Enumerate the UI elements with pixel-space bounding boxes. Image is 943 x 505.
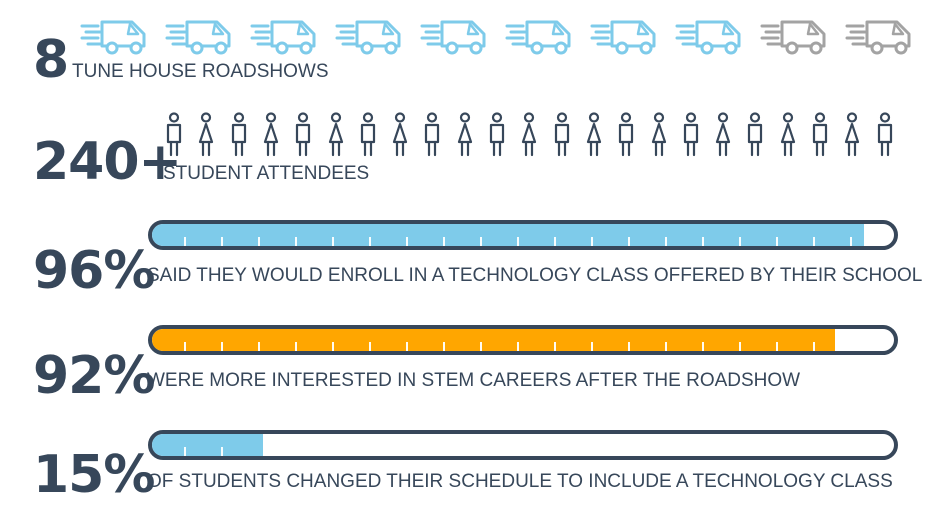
stat-caption: SAID THEY WOULD ENROLL IN A TECHNOLOGY C… — [147, 265, 923, 286]
progress-fill — [152, 224, 865, 246]
bar-tick — [591, 237, 593, 246]
person-icon — [389, 112, 411, 158]
bar-tick — [480, 342, 482, 351]
bar-tick — [295, 342, 297, 351]
stat-number: 15% — [33, 445, 155, 505]
bar-tick — [184, 342, 186, 351]
bar-tick — [406, 342, 408, 351]
bar-tick — [369, 342, 371, 351]
bar-tick — [665, 237, 667, 246]
bar-tick — [554, 237, 556, 246]
van-icon — [590, 16, 662, 56]
person-icon — [615, 112, 637, 158]
bar-tick — [443, 237, 445, 246]
person-icon — [357, 112, 379, 158]
person-icon — [648, 112, 670, 158]
roadshows-caption: TUNE HOUSE ROADSHOWS — [72, 61, 329, 82]
person-icon — [777, 112, 799, 158]
progress-bar — [148, 220, 898, 250]
person-icon — [680, 112, 702, 158]
roadshows-number: 8 — [33, 30, 69, 90]
person-icon — [486, 112, 508, 158]
van-icon — [675, 16, 747, 56]
bar-tick — [221, 447, 223, 456]
van-icon — [335, 16, 407, 56]
person-icon — [744, 112, 766, 158]
bar-tick — [184, 447, 186, 456]
person-icon — [260, 112, 282, 158]
bar-tick — [480, 237, 482, 246]
attendees-row: 240+ STUDENT ATTENDEES — [0, 100, 943, 190]
person-icon — [163, 112, 185, 158]
bar-tick — [406, 237, 408, 246]
bar-tick — [221, 237, 223, 246]
bar-tick — [850, 237, 852, 246]
van-icon — [760, 16, 832, 56]
bar-tick — [591, 342, 593, 351]
bar-tick — [702, 237, 704, 246]
bar-tick — [628, 342, 630, 351]
bar-tick — [443, 342, 445, 351]
roadshows-row: 8 TUNE HOUSE ROADSHOWS — [0, 0, 943, 90]
person-icon — [841, 112, 863, 158]
bar-tick — [554, 342, 556, 351]
progress-bar — [148, 430, 898, 460]
van-icon — [80, 16, 152, 56]
bar-tick — [221, 342, 223, 351]
bar-tick — [813, 237, 815, 246]
person-icon — [518, 112, 540, 158]
bar-tick — [776, 237, 778, 246]
bar-tick — [776, 342, 778, 351]
van-icon — [420, 16, 492, 56]
bar-tick — [258, 342, 260, 351]
bar-tick — [813, 342, 815, 351]
stat-row-schedule: 15% OF STUDENTS CHANGED THEIR SCHEDULE T… — [0, 425, 943, 505]
person-icon — [195, 112, 217, 158]
person-icon — [454, 112, 476, 158]
bar-tick — [739, 342, 741, 351]
person-icon — [712, 112, 734, 158]
stat-row-enroll: 96% SAID THEY WOULD ENROLL IN A TECHNOLO… — [0, 215, 943, 301]
person-icon — [325, 112, 347, 158]
van-icon — [165, 16, 237, 56]
stat-number: 92% — [33, 346, 155, 406]
bar-tick — [517, 342, 519, 351]
van-icon — [845, 16, 917, 56]
bar-tick — [332, 342, 334, 351]
person-icon — [228, 112, 250, 158]
bar-tick — [517, 237, 519, 246]
person-icon — [809, 112, 831, 158]
bar-tick — [369, 237, 371, 246]
stat-number: 96% — [33, 241, 155, 301]
progress-bar — [148, 325, 898, 355]
person-icon — [421, 112, 443, 158]
stat-caption: WERE MORE INTERESTED IN STEM CAREERS AFT… — [147, 370, 801, 391]
bar-tick — [332, 237, 334, 246]
van-icon — [505, 16, 577, 56]
bar-tick — [184, 237, 186, 246]
stat-row-stem: 92% WERE MORE INTERESTED IN STEM CAREERS… — [0, 320, 943, 406]
progress-fill — [152, 434, 264, 456]
progress-fill — [152, 329, 835, 351]
person-icon — [874, 112, 896, 158]
bar-tick — [295, 237, 297, 246]
attendees-caption: STUDENT ATTENDEES — [163, 163, 370, 184]
bar-tick — [665, 342, 667, 351]
van-icon — [250, 16, 322, 56]
person-icon — [551, 112, 573, 158]
bar-tick — [628, 237, 630, 246]
person-icon — [292, 112, 314, 158]
stat-caption: OF STUDENTS CHANGED THEIR SCHEDULE TO IN… — [147, 471, 893, 492]
bar-tick — [258, 237, 260, 246]
attendees-number: 240+ — [33, 132, 182, 192]
bar-tick — [739, 237, 741, 246]
bar-tick — [702, 342, 704, 351]
person-icon — [583, 112, 605, 158]
